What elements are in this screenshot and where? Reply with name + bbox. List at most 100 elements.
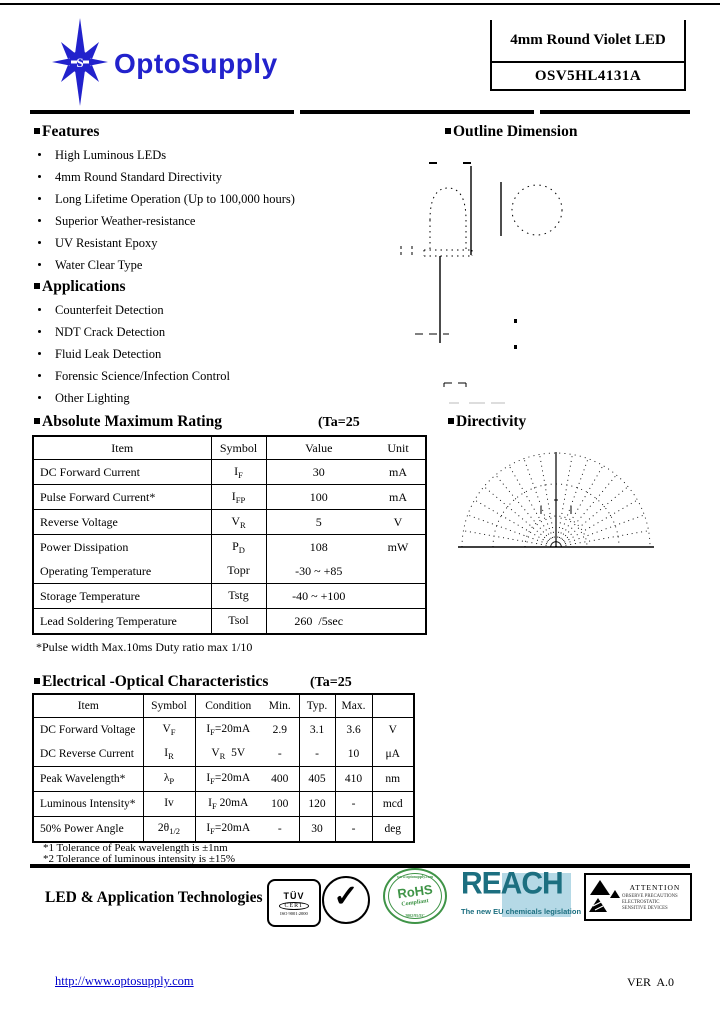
section-marker-icon	[445, 128, 451, 134]
attention-line: SENSITIVE DEVICES	[622, 905, 668, 911]
table-header-row: Item Symbol Condition Min. Typ. Max.	[33, 694, 414, 718]
section-marker-icon	[34, 418, 40, 424]
item-cell: DC Reverse Current	[33, 742, 144, 767]
symbol-cell: VF	[143, 717, 196, 742]
rohs-arc-bottom: 2002/95/EC	[405, 913, 425, 918]
bullet-icon	[38, 308, 41, 311]
min-cell: 100	[261, 791, 300, 817]
list-item: Counterfeit Detection	[34, 299, 230, 321]
col-min: Min.	[261, 694, 300, 718]
col-max: Max.	[335, 694, 373, 718]
col-value: Value	[266, 436, 371, 460]
condition-cell: IF=20mA	[206, 822, 251, 836]
item-cell: Storage Temperature	[33, 583, 212, 609]
directivity-plot	[458, 452, 654, 548]
tuv-cert: CERT	[278, 901, 310, 910]
typ-cell: 30	[299, 816, 336, 842]
elec-condition: (Ta=25	[310, 675, 352, 690]
item-cell: Lead Soldering Temperature	[33, 608, 212, 634]
features-heading: Features	[34, 123, 99, 141]
unit-cell: mA	[371, 459, 426, 485]
tuv-iso: ISO 9001:2000	[280, 910, 308, 916]
item-cell: Power Dissipation	[33, 534, 212, 559]
attention-text: ATTENTION OBSERVE PRECAUTIONS ELECTROSTA…	[622, 883, 690, 912]
symbol-cell: Tstg	[211, 583, 267, 609]
unit-cell: μA	[372, 742, 414, 767]
applications-list: Counterfeit Detection NDT Crack Detectio…	[34, 299, 230, 409]
elec-heading: Electrical -Optical Characteristics	[34, 673, 268, 691]
value-cell: 100	[266, 484, 371, 510]
value-cell: 30	[266, 459, 371, 485]
min-cell: -	[261, 816, 300, 842]
reach-label: REACH	[461, 866, 564, 901]
value-cell: 108	[309, 539, 328, 554]
item-cell: Operating Temperature	[33, 559, 212, 584]
table-row: DC Reverse Current IR VR 5V - - 10 μA	[33, 742, 414, 767]
bullet-icon	[38, 374, 41, 377]
symbol-cell: IF	[211, 459, 267, 485]
item-cell: Reverse Voltage	[33, 509, 212, 535]
col-symbol: Symbol	[211, 436, 267, 460]
symbol-cell: Tsol	[211, 608, 267, 634]
bullet-icon	[38, 175, 41, 178]
logo-wordmark: OptoSupply	[114, 48, 278, 79]
unit-cell	[371, 559, 426, 584]
unit-cell: mcd	[372, 791, 414, 817]
col-condition: Condition	[195, 694, 261, 718]
reach-highlight	[501, 873, 571, 917]
symbol-cell: IFP	[211, 484, 267, 510]
section-marker-icon	[34, 283, 40, 289]
abs-max-condition: (Ta=25	[318, 415, 360, 430]
list-item: NDT Crack Detection	[34, 321, 230, 343]
col-typ: Typ.	[299, 694, 336, 718]
product-title: 4mm Round Violet LED	[490, 20, 686, 63]
table-row: Luminous Intensity* Iv IF 20mA 100 120 -…	[33, 791, 414, 817]
quality-check-badge: ✓	[322, 876, 370, 924]
col-symbol: Symbol	[143, 694, 196, 718]
attention-title: ATTENTION	[629, 882, 681, 892]
table-row: Pulse Forward Current* IFP 100 mA	[33, 484, 426, 510]
directivity-heading: Directivity	[448, 413, 526, 431]
optosupply-logo: S OptoSupply	[50, 16, 286, 113]
unit-cell: mW	[387, 539, 409, 554]
table-row: DC Forward Current IF 30 mA	[33, 459, 426, 485]
typ-cell: -	[299, 742, 336, 767]
title-block: 4mm Round Violet LED OSV5HL4131A	[490, 20, 686, 91]
unit-cell	[371, 609, 426, 635]
section-marker-icon	[34, 678, 40, 684]
svg-text:S: S	[76, 55, 83, 70]
symbol-cell: Topr	[211, 559, 267, 584]
absolute-maximum-rating-table: Item Symbol Value Unit DC Forward Curren…	[32, 435, 427, 635]
outline-heading: Outline Dimension	[445, 123, 577, 141]
version-label: VER A.0	[627, 975, 675, 989]
abs-max-heading: Absolute Maximum Rating	[34, 413, 222, 431]
table-row: Storage Temperature Tstg -40 ~ +100	[33, 583, 426, 609]
reach-sub-label: The new EU chemicals legislation	[461, 907, 582, 916]
max-cell: 10	[335, 742, 373, 767]
website-link[interactable]: http://www.optosupply.com	[55, 974, 194, 988]
value-cell: -30 ~ +85	[266, 559, 371, 584]
unit-cell: deg	[384, 823, 402, 835]
elec-footnote-1: *1 Tolerance of Peak wavelength is ±1nm	[43, 842, 228, 854]
condition-cell: VR 5V	[195, 742, 261, 767]
col-item: Item	[33, 694, 144, 718]
symbol-cell: IR	[143, 742, 196, 767]
condition-cell: IF 20mA	[195, 791, 261, 817]
unit-cell	[371, 583, 426, 609]
item-cell: Pulse Forward Current*	[33, 484, 212, 510]
attention-line: ELECTROSTATIC	[622, 899, 660, 905]
list-item: UV Resistant Epoxy	[34, 232, 295, 254]
top-rule	[0, 3, 720, 5]
optosupply-logo-icon: S OptoSupply	[52, 18, 278, 106]
min-cell: 400	[261, 766, 300, 792]
list-item: Fluid Leak Detection	[34, 343, 230, 365]
typ-cell: 120	[299, 791, 336, 817]
list-item: Forensic Science/Infection Control	[34, 365, 230, 387]
unit-cell: V	[388, 724, 397, 736]
symbol-cell: Iv	[143, 791, 196, 817]
bullet-icon	[38, 263, 41, 266]
attention-box: ATTENTION OBSERVE PRECAUTIONS ELECTROSTA…	[584, 873, 692, 921]
esd-warning-icon	[589, 880, 620, 912]
bullet-icon	[38, 396, 41, 399]
